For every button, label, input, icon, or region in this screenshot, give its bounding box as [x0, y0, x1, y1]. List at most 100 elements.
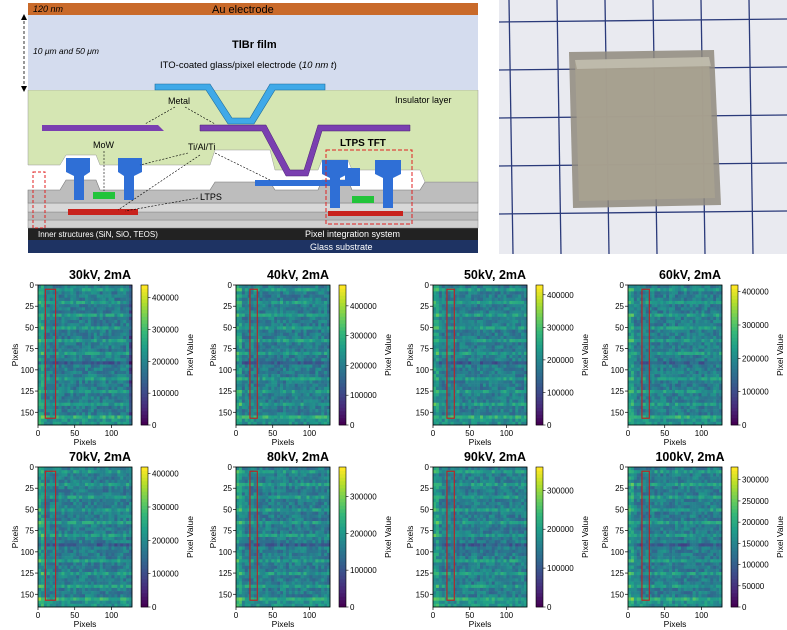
heatmap-cell — [38, 336, 41, 339]
heatmap-cell — [292, 352, 295, 355]
y-tick-label: 0 — [30, 281, 35, 290]
heatmap-cell — [324, 307, 327, 310]
heatmap-cell — [442, 403, 445, 406]
heatmap-cell — [100, 419, 103, 422]
heatmap-cell — [504, 301, 507, 304]
heatmap-cell — [91, 288, 94, 291]
heatmap-cell — [117, 298, 120, 301]
heatmap-cell — [298, 349, 301, 352]
heatmap-cell — [465, 291, 468, 294]
heatmap-cell — [47, 349, 50, 352]
heatmap-cell — [684, 326, 687, 329]
heatmap-cell — [315, 419, 318, 422]
heatmap-cell — [324, 393, 327, 396]
heatmap-cell — [312, 380, 315, 383]
heatmap-cell — [117, 380, 120, 383]
heatmap-cell — [103, 333, 106, 336]
heatmap-cell — [468, 339, 471, 342]
heatmap-cell — [265, 342, 268, 345]
heatmap-cell — [283, 371, 286, 374]
heatmap-cell — [457, 371, 460, 374]
heatmap-cell — [236, 301, 239, 304]
heatmap-cell — [260, 384, 263, 387]
heatmap-cell — [468, 384, 471, 387]
heatmap-cell — [85, 374, 88, 377]
heatmap-cell — [91, 342, 94, 345]
heatmap-cell — [50, 314, 53, 317]
heatmap-cell — [495, 371, 498, 374]
heatmap-cell — [480, 310, 483, 313]
metal-label: Metal — [168, 96, 190, 106]
heatmap-cell — [309, 320, 312, 323]
heatmap-cell — [103, 314, 106, 317]
heatmap-cell — [59, 380, 62, 383]
heatmap-cell — [254, 403, 257, 406]
heatmap-cell — [85, 314, 88, 317]
heatmap-cell — [521, 368, 524, 371]
heatmap-cell — [495, 358, 498, 361]
heatmap-cell — [111, 323, 114, 326]
heatmap-cell — [70, 365, 73, 368]
heatmap-cell — [652, 304, 655, 307]
heatmap-cell — [62, 288, 65, 291]
heatmap-cell — [85, 326, 88, 329]
inner-structures-label: Inner structures (SiN, SiO, TEOS) — [38, 230, 158, 239]
heatmap-cell — [474, 371, 477, 374]
heatmap-cell — [262, 355, 265, 358]
heatmap-cell — [315, 288, 318, 291]
heatmap-cell — [123, 295, 126, 298]
heatmap-cell — [433, 330, 436, 333]
heatmap-cell — [301, 285, 304, 288]
heatmap-cell — [268, 371, 271, 374]
heatmap-cell — [76, 396, 79, 399]
heatmap-cell — [277, 393, 280, 396]
heatmap-cell — [111, 361, 114, 364]
heatmap-cell — [301, 345, 304, 348]
heatmap-cell — [468, 400, 471, 403]
heatmap-cell — [646, 310, 649, 313]
heatmap-cell — [262, 307, 265, 310]
heatmap-cell — [283, 336, 286, 339]
heatmap-cell — [123, 349, 126, 352]
heatmap-cell — [312, 349, 315, 352]
heatmap-cell — [439, 330, 442, 333]
heatmap-cell — [483, 349, 486, 352]
heatmap-cell — [251, 336, 254, 339]
heatmap-cell — [315, 291, 318, 294]
heatmap-cell — [268, 419, 271, 422]
heatmap-cell — [442, 349, 445, 352]
heatmap-cell — [103, 291, 106, 294]
heatmap-cell — [109, 409, 112, 412]
heatmap-cell — [324, 380, 327, 383]
heatmap-cell — [483, 387, 486, 390]
heatmap-cell — [298, 419, 301, 422]
heatmap-cell — [678, 310, 681, 313]
heatmap-cell — [465, 285, 468, 288]
heatmap-cell — [442, 304, 445, 307]
heatmap-cell — [239, 355, 242, 358]
heatmap-cell — [312, 419, 315, 422]
heatmap-cell — [245, 390, 248, 393]
colorbar-segment — [141, 376, 148, 380]
colorbar-segment — [536, 285, 543, 289]
heatmap-cell — [687, 291, 690, 294]
heatmap-cell — [53, 419, 56, 422]
heatmap-cell — [518, 396, 521, 399]
heatmap-cell — [515, 352, 518, 355]
heatmap-cell — [295, 387, 298, 390]
heatmap-cell — [304, 390, 307, 393]
heatmap-cell — [518, 291, 521, 294]
heatmap-cell — [309, 317, 312, 320]
heatmap-cell — [521, 355, 524, 358]
heatmap-cell — [47, 409, 50, 412]
heatmap-cell — [91, 320, 94, 323]
heatmap-cell — [631, 310, 634, 313]
heatmap-cell — [462, 330, 465, 333]
heatmap-cell — [91, 336, 94, 339]
heatmap-cell — [690, 288, 693, 291]
heatmap-cell — [457, 390, 460, 393]
colorbar-segment — [536, 390, 543, 394]
heatmap-cell — [474, 393, 477, 396]
heatmap-cell — [280, 314, 283, 317]
heatmap-cell — [260, 352, 263, 355]
